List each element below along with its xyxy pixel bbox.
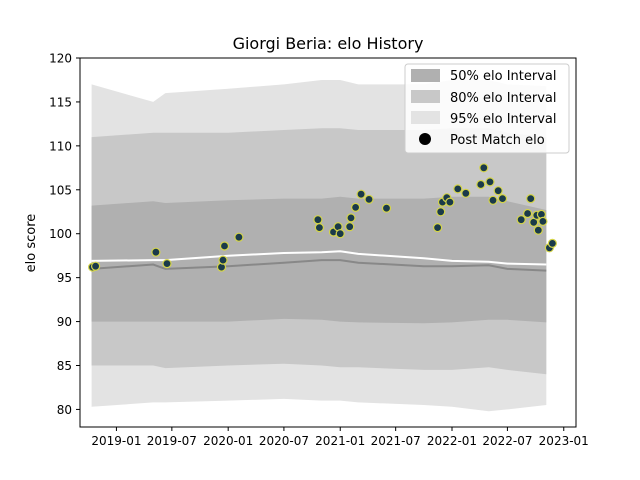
legend-label-post-match: Post Match elo [450, 133, 545, 148]
legend: 50% elo Interval 80% elo Interval 95% el… [404, 63, 570, 154]
y-tick-label: 85 [57, 359, 72, 373]
plot-area [87, 80, 558, 412]
post-match-point [218, 255, 228, 265]
plot-frame [79, 57, 577, 428]
post-match-point [162, 259, 172, 269]
post-match-point [335, 229, 345, 239]
x-tick-label: 2020-07 [259, 434, 309, 448]
post-match-point [381, 203, 392, 213]
y-tick-label: 100 [49, 227, 72, 241]
x-tick-label: 2021-07 [371, 434, 421, 448]
post-match-point [436, 207, 446, 217]
post-match-point [479, 163, 489, 173]
legend-label-50: 50% elo Interval [450, 69, 557, 84]
post-match-point [493, 186, 503, 196]
y-tick-label: 120 [49, 52, 72, 66]
x-axis: 2019-01 2019-07 2020-01 2020-07 2021-01 2021-… [91, 427, 589, 448]
y-tick-label: 110 [49, 139, 72, 153]
x-tick-label: 2022-07 [482, 434, 532, 448]
post-match-point [445, 197, 455, 207]
post-match-point [485, 177, 495, 187]
post-match-point [488, 195, 498, 205]
post-match-point [314, 223, 324, 233]
post-match-point [356, 189, 366, 199]
post-match-point [351, 202, 361, 212]
post-match-point [219, 241, 230, 251]
post-match-point [522, 208, 533, 219]
post-match-point [526, 194, 536, 204]
x-tick-label: 2023-01 [539, 434, 589, 448]
y-tick-label: 80 [57, 403, 72, 417]
x-tick-label: 2022-01 [427, 434, 477, 448]
post-match-point [516, 215, 526, 225]
legend-swatch-80 [411, 90, 440, 103]
post-match-point [533, 225, 543, 235]
post-match-point [476, 179, 486, 190]
post-match-point [345, 222, 355, 232]
post-match-point [313, 215, 323, 225]
legend-frame [404, 63, 570, 154]
y-tick-label: 90 [57, 315, 72, 329]
legend-label-80: 80% elo Interval [450, 91, 557, 106]
post-match-point [151, 247, 161, 257]
y-axis: 80 85 90 95 100 105 110 115 120 [49, 52, 80, 417]
y-tick-label: 115 [49, 95, 72, 109]
x-tick-label: 2019-01 [91, 434, 141, 448]
post-match-point [497, 194, 508, 204]
post-match-point [461, 188, 471, 198]
y-tick-label: 95 [57, 271, 72, 285]
post-match-point [453, 184, 463, 194]
legend-marker-post-match [419, 133, 431, 145]
y-tick-label: 105 [49, 183, 72, 197]
post-match-point [90, 261, 101, 271]
legend-swatch-95 [411, 111, 440, 124]
x-tick-label: 2020-01 [203, 434, 253, 448]
post-match-point [538, 216, 548, 226]
legend-label-95: 95% elo Interval [450, 112, 557, 127]
legend-swatch-50 [411, 69, 440, 82]
post-match-point [433, 223, 443, 233]
median-line [91, 259, 547, 272]
y-axis-label: elo score [24, 214, 39, 273]
x-tick-label: 2021-01 [315, 434, 365, 448]
x-tick-label: 2019-07 [147, 434, 197, 448]
post-match-points [87, 163, 558, 272]
post-match-point [364, 194, 374, 204]
post-match-point [346, 213, 356, 223]
chart-title: Giorgi Beria: elo History [233, 34, 424, 53]
post-match-point [547, 238, 558, 248]
post-match-point [234, 232, 244, 242]
